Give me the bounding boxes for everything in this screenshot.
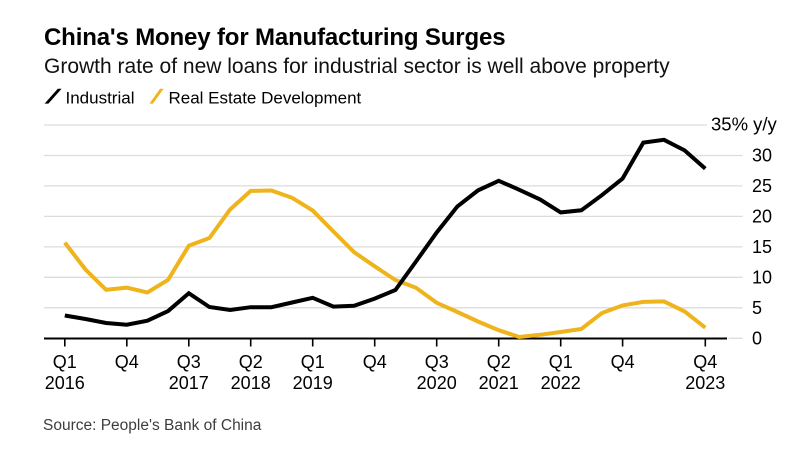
svg-text:2020: 2020 bbox=[417, 373, 457, 393]
svg-text:2017: 2017 bbox=[169, 373, 209, 393]
svg-text:0: 0 bbox=[752, 329, 762, 349]
svg-text:2023: 2023 bbox=[685, 373, 725, 393]
svg-text:Q4: Q4 bbox=[363, 352, 387, 372]
svg-text:15: 15 bbox=[752, 237, 772, 257]
svg-text:2019: 2019 bbox=[293, 373, 333, 393]
svg-text:5: 5 bbox=[752, 298, 762, 318]
svg-text:30: 30 bbox=[752, 146, 772, 166]
svg-text:25: 25 bbox=[752, 176, 772, 196]
svg-text:Q1: Q1 bbox=[53, 352, 77, 372]
svg-text:Real Estate Development: Real Estate Development bbox=[169, 88, 362, 107]
svg-text:2022: 2022 bbox=[541, 373, 581, 393]
svg-text:Q2: Q2 bbox=[487, 352, 511, 372]
svg-text:Q4: Q4 bbox=[611, 352, 635, 372]
svg-text:Q3: Q3 bbox=[425, 352, 449, 372]
svg-text:Q3: Q3 bbox=[177, 352, 201, 372]
svg-text:20: 20 bbox=[752, 207, 772, 227]
svg-text:Q4: Q4 bbox=[115, 352, 139, 372]
svg-text:10: 10 bbox=[752, 268, 772, 288]
svg-text:Q2: Q2 bbox=[239, 352, 263, 372]
svg-text:35% y/y: 35% y/y bbox=[711, 113, 778, 134]
svg-text:2016: 2016 bbox=[45, 373, 85, 393]
svg-text:Q1: Q1 bbox=[301, 352, 325, 372]
svg-text:Industrial: Industrial bbox=[66, 88, 135, 107]
svg-text:Q1: Q1 bbox=[549, 352, 573, 372]
svg-text:Q4: Q4 bbox=[693, 352, 717, 372]
svg-text:2018: 2018 bbox=[231, 373, 271, 393]
svg-text:2021: 2021 bbox=[479, 373, 519, 393]
